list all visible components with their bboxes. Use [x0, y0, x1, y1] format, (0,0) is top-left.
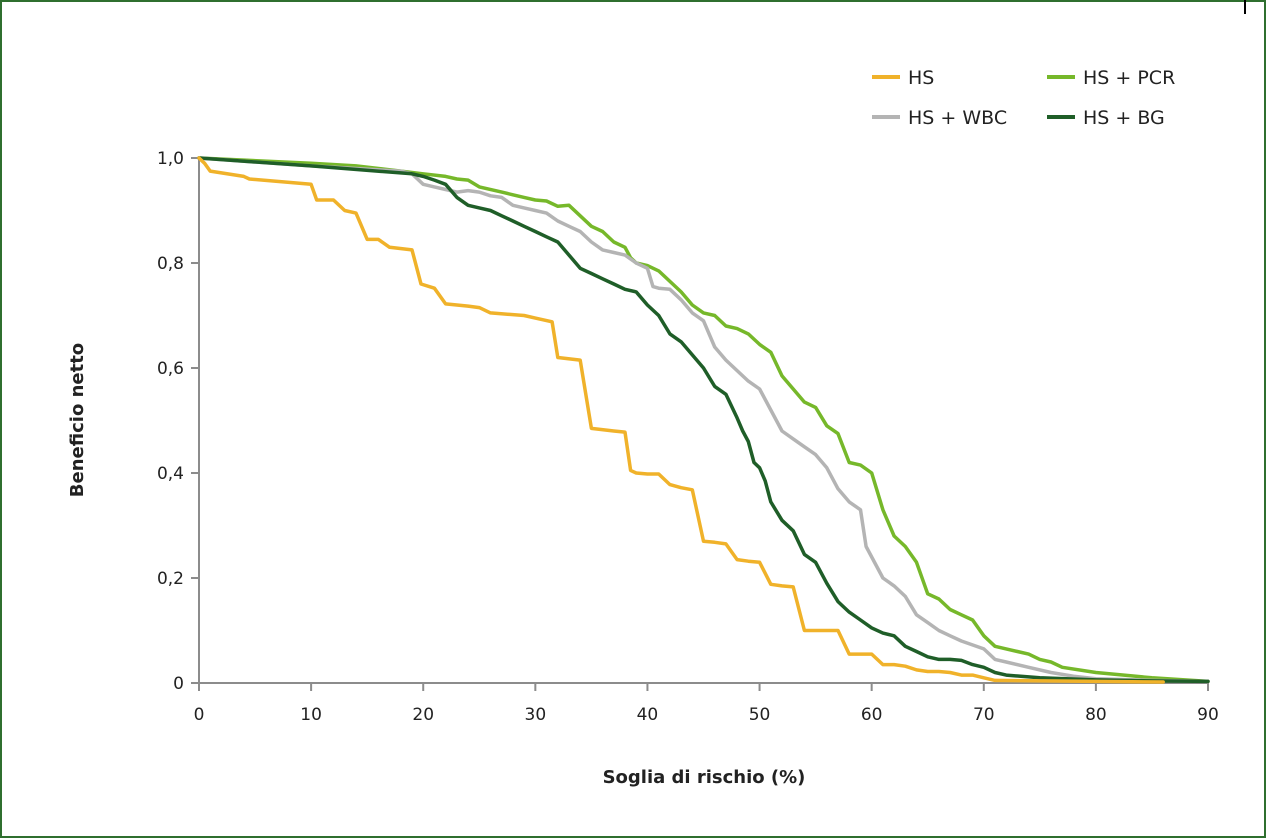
legend-label-hs-bg: HS + BG	[1083, 107, 1165, 129]
x-tick-label: 90	[1197, 705, 1219, 725]
x-tick-label: 70	[973, 705, 995, 725]
x-ticks: 0 10 20 30 40 50 60 70 80 90	[194, 683, 1219, 725]
x-tick-label: 60	[861, 705, 883, 725]
series-line-hs-wbc	[197, 156, 1210, 684]
series-lines	[197, 156, 1210, 684]
x-tick-label: 50	[749, 705, 771, 725]
y-tick-label: 1,0	[157, 149, 184, 169]
legend-label-hs-wbc: HS + WBC	[908, 107, 1007, 129]
x-axis-title: Soglia di rischio (%)	[603, 767, 806, 788]
x-tick-label: 30	[525, 705, 547, 725]
series-line-hs	[197, 156, 1165, 684]
series-line-hs-pcr	[197, 156, 1210, 684]
y-tick-label: 0,6	[157, 359, 184, 379]
series-line-hs-bg	[197, 156, 1210, 684]
x-tick-label: 0	[194, 705, 205, 725]
y-tick-label: 0,8	[157, 254, 184, 274]
legend-label-hs: HS	[908, 67, 934, 89]
x-tick-label: 10	[300, 705, 322, 725]
y-tick-label: 0,2	[157, 569, 184, 589]
x-tick-label: 80	[1085, 705, 1107, 725]
y-tick-label: 0,4	[157, 464, 184, 484]
y-axis-title: Beneficio netto	[67, 343, 88, 497]
legend: HS HS + PCR HS + WBC HS + BG	[872, 67, 1175, 129]
legend-label-hs-pcr: HS + PCR	[1083, 67, 1175, 89]
y-ticks: 0 0,2 0,4 0,6 0,8 1,0	[157, 149, 199, 694]
y-tick-label: 0	[173, 674, 184, 694]
x-tick-label: 20	[412, 705, 434, 725]
x-tick-label: 40	[637, 705, 659, 725]
